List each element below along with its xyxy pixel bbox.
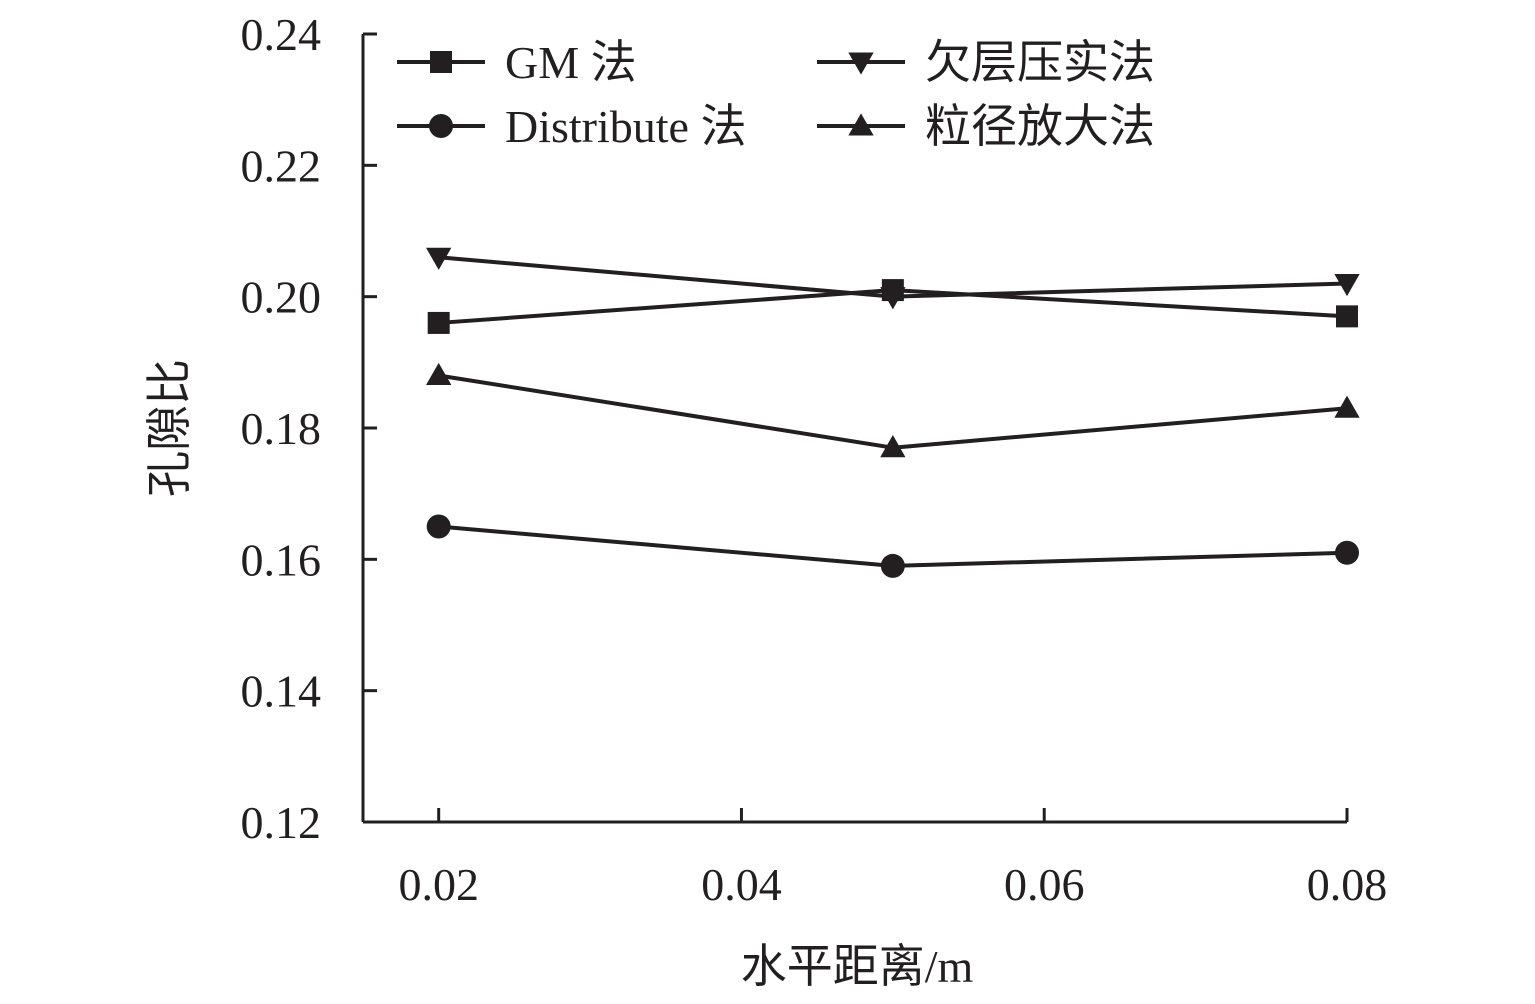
legend-item: Distribute 法 xyxy=(397,101,746,152)
circle-marker xyxy=(880,553,905,578)
triangle-up-marker xyxy=(848,113,874,136)
legend-label: 粒径放大法 xyxy=(925,101,1155,152)
series-triangle-down xyxy=(426,247,1360,310)
legend-label: GM 法 xyxy=(505,37,637,88)
legend-item: 粒径放大法 xyxy=(817,101,1155,152)
x-axis-label: 水平距离/m xyxy=(741,941,974,992)
y-tick-label: 0.12 xyxy=(241,797,322,848)
circle-marker xyxy=(426,514,451,539)
x-tick-label: 0.02 xyxy=(398,859,479,910)
y-tick-label: 0.20 xyxy=(241,272,322,323)
x-tick-label: 0.08 xyxy=(1307,859,1388,910)
triangle-down-marker xyxy=(880,287,906,310)
square-marker xyxy=(1336,305,1358,328)
legend-item: GM 法 xyxy=(397,37,637,88)
triangle-down-marker xyxy=(848,52,874,75)
square-marker xyxy=(430,51,452,73)
y-axis-label: 孔隙比 xyxy=(144,359,195,497)
y-tick-label: 0.14 xyxy=(241,666,322,717)
x-tick-label: 0.04 xyxy=(701,859,782,910)
x-tick-label: 0.06 xyxy=(1004,859,1085,910)
triangle-up-marker xyxy=(426,362,452,385)
series-layer xyxy=(426,247,1360,578)
legend-item: 欠层压实法 xyxy=(817,37,1155,88)
series-circle xyxy=(426,514,1359,578)
legend-label: Distribute 法 xyxy=(505,101,746,152)
y-tick-label: 0.24 xyxy=(241,9,322,60)
y-tick-label: 0.22 xyxy=(241,140,322,191)
triangle-down-marker xyxy=(1334,274,1360,297)
triangle-up-marker xyxy=(1334,395,1360,418)
square-marker xyxy=(427,311,450,334)
axes: 0.12 0.14 0.16 0.18 0.20 0.22 0.24 0.02 0.04 0.06… xyxy=(241,9,1388,910)
triangle-down-marker xyxy=(426,247,452,270)
circle-marker xyxy=(429,114,453,138)
circle-marker xyxy=(1335,540,1359,565)
triangle-up-marker xyxy=(880,435,906,458)
y-tick-label: 0.18 xyxy=(241,403,322,454)
series-triangle-up xyxy=(426,362,1360,458)
legend-label: 欠层压实法 xyxy=(925,37,1155,88)
y-tick-label: 0.16 xyxy=(241,534,322,585)
